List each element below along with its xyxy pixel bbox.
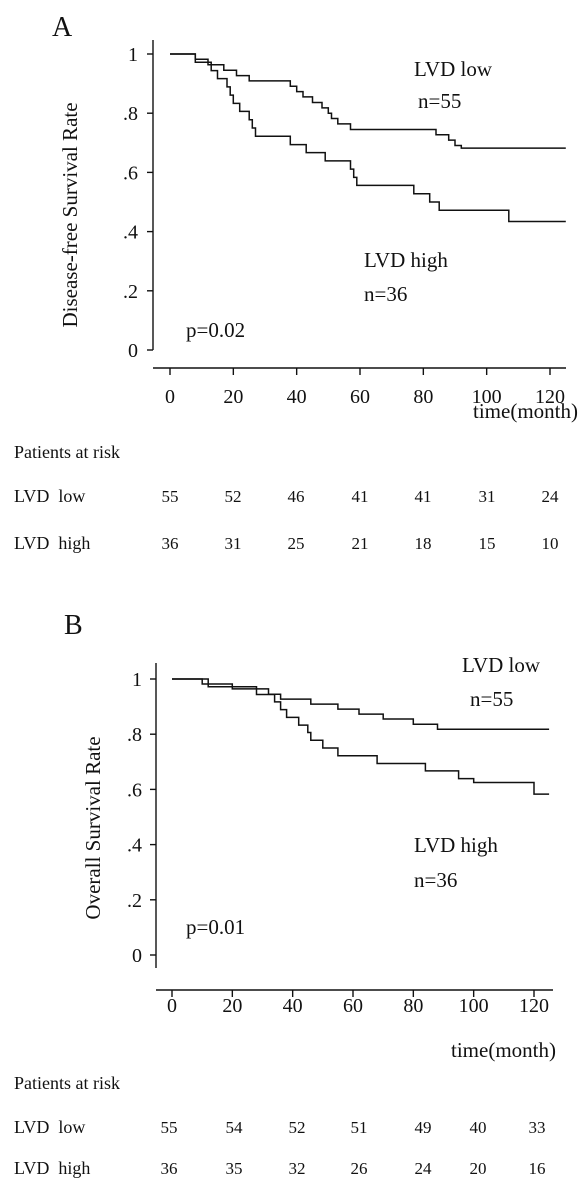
risk-table-cell: 26 [351,1159,368,1178]
n-label-high-a: n=36 [364,282,407,306]
risk-table-cell: 25 [288,534,305,553]
y-tick-label: .8 [123,103,138,125]
n-label-low-a: n=55 [418,89,461,113]
risk-table-cell: 40 [470,1118,487,1137]
x-tick-label: 40 [283,995,303,1017]
y-tick-label: 0 [128,340,138,362]
series-line-lvd-high [170,53,566,223]
y-tick-label: .6 [123,162,138,184]
x-tick-label: 80 [413,386,433,408]
risk-table-cell: 49 [415,1118,432,1137]
risk-table-cell: 36 [162,534,179,553]
risk-table-cell: 18 [415,534,432,553]
series-label-high-a: LVD high [364,248,448,272]
risk-table-values-b: 55 54 52 51 49 40 33 36 35 32 26 24 20 16 [161,1118,546,1178]
risk-table-cell: 41 [415,487,432,506]
risk-table-cell: 24 [415,1159,433,1178]
x-tick-label: 20 [222,995,242,1017]
y-tick-label: .4 [127,835,142,857]
y-tick-label: .2 [127,890,142,912]
risk-table-cell: 21 [352,534,369,553]
risk-table-cell: 52 [225,487,242,506]
y-axis-label-b: Overall Survival Rate [81,736,105,919]
risk-table-title-b: Patients at risk [14,1073,120,1093]
x-tick-label: 60 [350,386,370,408]
series-label-low-a: LVD low [414,57,493,81]
series-label-low-b: LVD low [462,653,541,677]
y-tick-label: .2 [123,281,138,303]
panel-a: A Disease-free Survival Rate 0.2.4.6.81 … [14,12,578,553]
p-value-a: p=0.02 [186,318,245,342]
risk-table-cell: 51 [351,1118,368,1137]
risk-table-title-a: Patients at risk [14,442,120,462]
x-axis-label-a: time(month) [473,399,578,423]
risk-table-cell: 46 [288,487,305,506]
risk-table-cell: 55 [161,1118,178,1137]
n-label-low-b: n=55 [470,687,513,711]
risk-table-cell: 15 [479,534,496,553]
panel-letter-a: A [52,12,73,43]
x-tick-label: 0 [167,995,177,1017]
y-ticks-b: 0 .2 .4 .6 .8 1 [127,669,156,967]
risk-row-label-low-b: LVD low [14,1117,85,1137]
y-ticks-a: 0 .2 .4 .6 .8 1 [123,44,153,362]
series-label-high-b: LVD high [414,833,498,857]
series-line-lvd-high [172,678,550,795]
risk-row-label-high-b: LVD high [14,1158,90,1178]
risk-table-cell: 41 [352,487,369,506]
x-tick-label: 100 [472,386,502,408]
y-tick-label: .4 [123,222,138,244]
y-tick-label: .8 [127,724,142,746]
x-axis-label-b: time(month) [451,1038,556,1062]
panel-letter-b: B [64,610,83,641]
p-value-b: p=0.01 [186,915,245,939]
risk-table-cell: 52 [289,1118,306,1137]
x-tick-label: 20 [223,386,243,408]
x-tick-label: 60 [343,995,363,1017]
risk-table-cell: 36 [161,1159,178,1178]
risk-table-cell: 32 [289,1159,306,1178]
risk-table-cell: 16 [529,1159,546,1178]
risk-table-cell: 54 [226,1118,244,1137]
y-tick-label: 0 [132,945,142,967]
risk-table-cell: 55 [162,487,179,506]
curves-b [172,678,550,795]
n-label-high-b: n=36 [414,868,457,892]
x-tick-label: 120 [519,995,549,1017]
x-tick-label: 0 [165,386,175,408]
series-line-lvd-low [170,53,566,149]
risk-table-cell: 31 [225,534,242,553]
risk-table-cell: 20 [470,1159,487,1178]
x-tick-label: 40 [287,386,307,408]
x-ticks-b: 0 20 40 60 80 100 120 [167,990,549,1017]
y-tick-label: .6 [127,779,142,801]
axes-b [155,663,553,991]
risk-row-label-high-a: LVD high [14,533,90,553]
risk-table-cell: 31 [479,487,496,506]
risk-table-cell: 10 [542,534,559,553]
curves-a [170,53,566,223]
risk-row-label-low-a: LVD low [14,486,85,506]
y-tick-label: 1 [128,44,138,66]
y-tick-label: 1 [132,669,142,691]
risk-table-cell: 33 [529,1118,546,1137]
x-tick-label: 100 [459,995,489,1017]
risk-table-cell: 24 [542,487,560,506]
x-tick-label: 80 [403,995,423,1017]
risk-table-values-a: 55 52 46 41 41 31 24 36 31 25 21 18 15 10 [162,487,560,553]
x-tick-label: 120 [535,386,565,408]
x-ticks-a: 0 20 40 60 80 100 120 [165,368,565,408]
panel-b: B Overall Survival Rate 0 .2 .4 .6 .8 1 0 20 40… [14,610,556,1178]
y-axis-label-a: Disease-free Survival Rate [58,102,82,327]
risk-table-cell: 35 [226,1159,243,1178]
